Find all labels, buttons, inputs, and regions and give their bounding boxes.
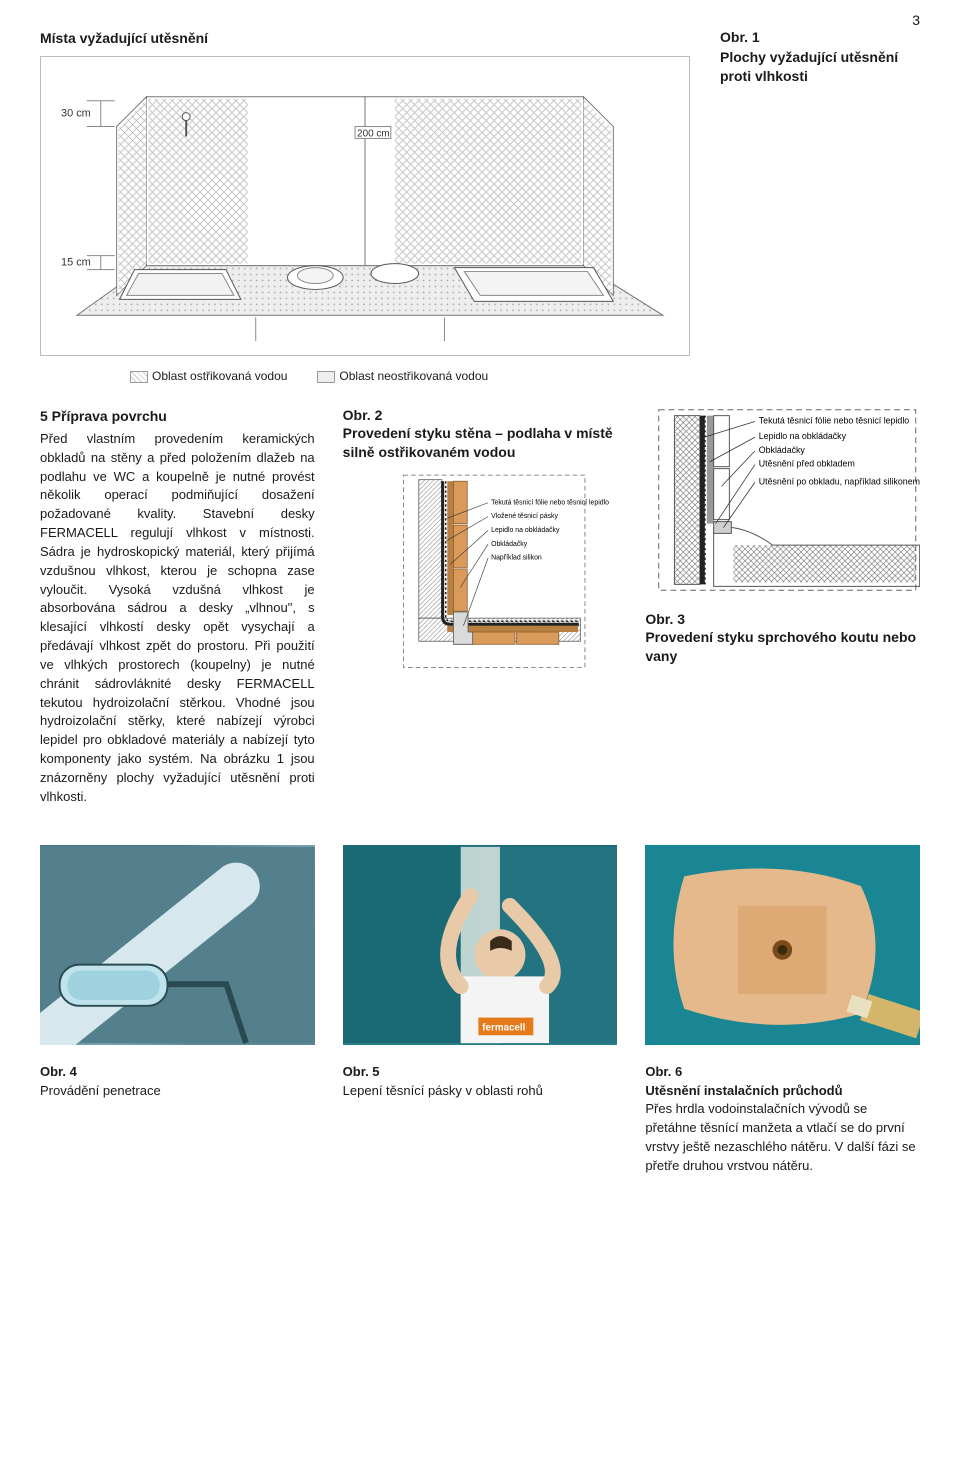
fig3-caption: Obr. 3 Provedení styku sprchového koutu … bbox=[645, 610, 920, 667]
fig1-legend: Oblast ostřikovaná vodou Oblast neostřik… bbox=[40, 368, 690, 385]
photo-5: fermacell Obr. 5 Lepení těsnící pásky v … bbox=[343, 845, 618, 1176]
photo-4: Obr. 4 Provádění penetrace bbox=[40, 845, 315, 1176]
photo-5-image: fermacell bbox=[343, 845, 618, 1045]
svg-text:Vložené těsnicí pásky: Vložené těsnicí pásky bbox=[491, 513, 558, 520]
photo-6-caption-title: Utěsnění instalačních průchodů bbox=[645, 1083, 842, 1098]
svg-text:Například silikon: Například silikon bbox=[491, 555, 542, 562]
figure-3-block: Tekutá těsnicí fólie nebo těsnicí lepidl… bbox=[645, 406, 920, 807]
figure-1-block: Místa vyžadující utěsnění bbox=[40, 28, 920, 386]
fig1-bathroom-diagram: 30 cm 200 cm 15 cm bbox=[40, 56, 690, 356]
page-number: 3 bbox=[912, 10, 920, 30]
svg-text:Tekutá těsnicí fólie nebo těsn: Tekutá těsnicí fólie nebo těsnicí lepidl… bbox=[491, 500, 609, 507]
svg-text:Obkládačky: Obkládačky bbox=[491, 541, 528, 548]
svg-text:Lepidlo na obkládačky: Lepidlo na obkládačky bbox=[759, 431, 847, 441]
photo-4-caption-bold: Obr. 4 bbox=[40, 1064, 77, 1079]
svg-text:Obkládačky: Obkládačky bbox=[759, 444, 806, 454]
legend-nospray: Oblast neostřikovaná vodou bbox=[339, 369, 488, 383]
fig2-caption: Obr. 2 Provedení styku stěna – podlaha v… bbox=[343, 406, 618, 463]
svg-text:Utěsnění po obkladu, například: Utěsnění po obkladu, například silikonem bbox=[759, 476, 920, 486]
fig2-detail-diagram: Tekutá těsnicí fólie nebo těsnicí lepidl… bbox=[343, 472, 618, 672]
section-5-heading: 5 Příprava povrchu bbox=[40, 406, 315, 426]
dim-200: 200 cm bbox=[357, 129, 390, 140]
photo-5-caption-bold: Obr. 5 bbox=[343, 1064, 380, 1079]
section-5: 5 Příprava povrchu Před vlastním provede… bbox=[40, 406, 315, 807]
svg-text:Lepidlo na obkládačky: Lepidlo na obkládačky bbox=[491, 527, 560, 534]
photo-6: Obr. 6 Utěsnění instalačních průchodů Př… bbox=[645, 845, 920, 1176]
figure-2-block: Obr. 2 Provedení styku stěna – podlaha v… bbox=[343, 406, 618, 807]
legend-spray: Oblast ostřikovaná vodou bbox=[152, 369, 287, 383]
fig1-title: Místa vyžadující utěsnění bbox=[40, 28, 690, 48]
photo-6-image bbox=[645, 845, 920, 1045]
svg-text:fermacell: fermacell bbox=[482, 1022, 525, 1033]
photo-6-caption-body: Přes hrdla vodoinstalačních vývodů se př… bbox=[645, 1101, 915, 1173]
dim-15: 15 cm bbox=[61, 257, 91, 269]
photo-6-caption-bold: Obr. 6 bbox=[645, 1064, 682, 1079]
svg-text:Utěsnění před obkladem: Utěsnění před obkladem bbox=[759, 458, 855, 468]
dim-30: 30 cm bbox=[61, 108, 91, 120]
photo-4-caption: Provádění penetrace bbox=[40, 1083, 161, 1098]
photo-5-caption: Lepení těsnící pásky v oblasti rohů bbox=[343, 1083, 543, 1098]
section-5-body: Před vlastním provedením keramických obk… bbox=[40, 430, 315, 807]
fig3-detail-diagram: Tekutá těsnicí fólie nebo těsnicí lepidl… bbox=[645, 406, 920, 596]
svg-text:Tekutá těsnicí fólie nebo těsn: Tekutá těsnicí fólie nebo těsnicí lepidl… bbox=[759, 415, 909, 425]
fig1-caption: Obr. 1 Plochy vyžadující utěsnění proti … bbox=[720, 28, 920, 386]
photo-row: Obr. 4 Provádění penetrace fermacell bbox=[40, 845, 920, 1176]
photo-4-image bbox=[40, 845, 315, 1045]
